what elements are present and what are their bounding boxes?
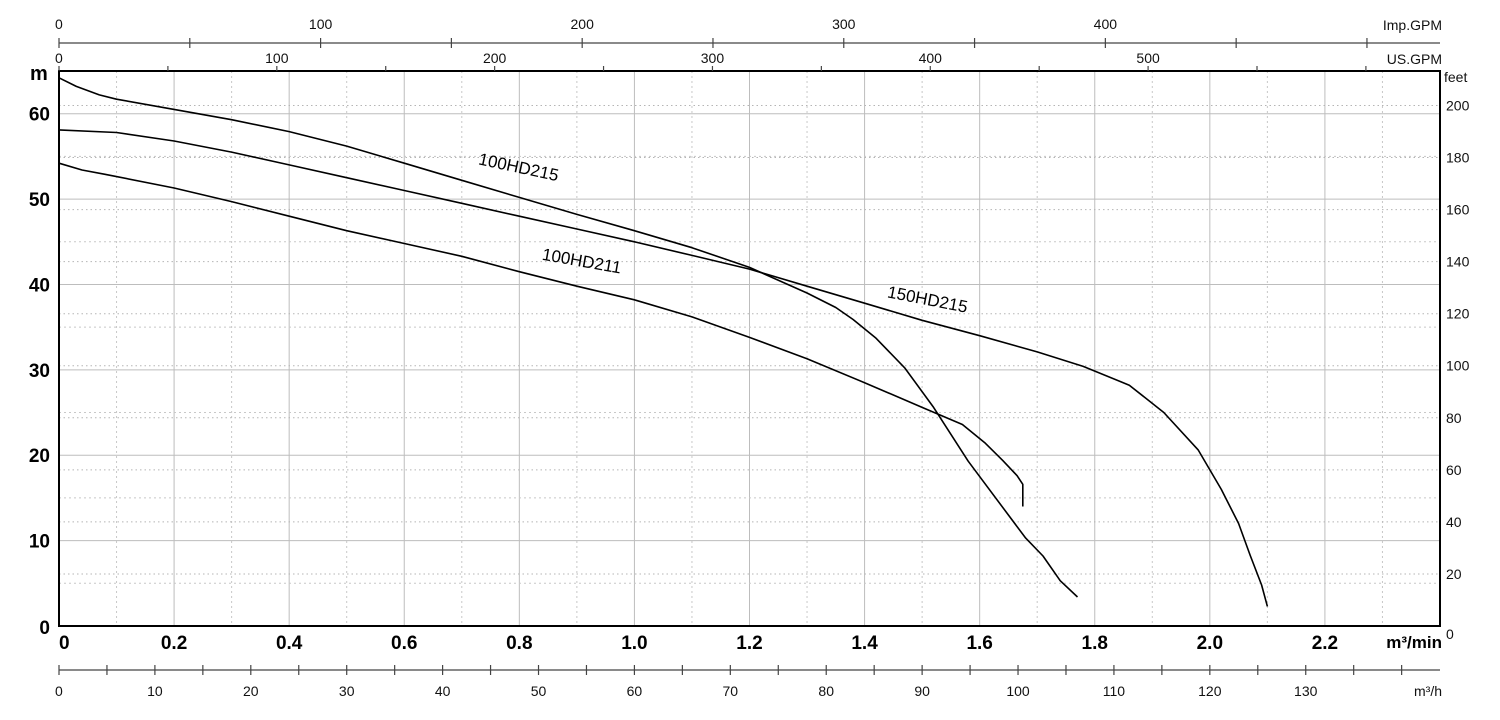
y2-tick-label: 60 bbox=[1446, 462, 1462, 478]
imp-gpm-unit-label: Imp.GPM bbox=[1383, 17, 1442, 33]
y-tick-label: 0 bbox=[39, 618, 50, 639]
us-gpm-tick-label: 400 bbox=[919, 50, 943, 66]
m3h-tick-label: 40 bbox=[435, 683, 451, 699]
series-line-100hd215 bbox=[58, 77, 1079, 598]
y-unit-label: m bbox=[30, 63, 48, 85]
series-line-100hd211 bbox=[58, 162, 1024, 507]
series-line-150hd215 bbox=[58, 129, 1269, 607]
series-label-100hd215: 100HD215 bbox=[477, 150, 560, 185]
x-tick-label: 0.8 bbox=[506, 633, 532, 654]
y-tick-label: 60 bbox=[29, 105, 50, 126]
m3h-unit-label: m³/h bbox=[1414, 683, 1442, 699]
x-tick-label: 2.0 bbox=[1197, 633, 1223, 654]
m3h-tick-label: 130 bbox=[1294, 683, 1318, 699]
y-tick-label: 30 bbox=[29, 361, 50, 382]
us-gpm-tick-label: 0 bbox=[55, 50, 63, 66]
plot-frame bbox=[58, 70, 1441, 627]
y2-tick-label: 80 bbox=[1446, 410, 1462, 426]
m3h-tick-label: 60 bbox=[627, 683, 643, 699]
m3h-tick-label: 110 bbox=[1103, 683, 1126, 699]
y2-tick-label: 160 bbox=[1446, 202, 1470, 218]
m3h-tick-label: 120 bbox=[1198, 683, 1222, 699]
ticks-layer: 0 0.2 0.4 0.6 0.8 1.0 1.2 1.4 1.6 1.8 2.0 2.2 0 10 20 3… bbox=[29, 16, 1470, 699]
m3h-tick-label: 20 bbox=[243, 683, 259, 699]
y2-tick-label: 0 bbox=[1446, 626, 1454, 642]
us-gpm-tick-label: 200 bbox=[483, 50, 507, 66]
imp-gpm-tick-label: 100 bbox=[309, 16, 333, 32]
x-tick-label: 1.2 bbox=[736, 633, 762, 654]
y2-unit-label: feet bbox=[1444, 69, 1467, 85]
units-layer: m feet Imp.GPM US.GPM m³/min m³/h bbox=[30, 17, 1467, 699]
y2-tick-label: 40 bbox=[1446, 514, 1462, 530]
y2-tick-label: 180 bbox=[1446, 150, 1470, 166]
y2-tick-label: 100 bbox=[1446, 358, 1470, 374]
y-tick-label: 20 bbox=[29, 446, 50, 467]
m3h-tick-label: 70 bbox=[723, 683, 739, 699]
us-gpm-tick-label: 100 bbox=[265, 50, 289, 66]
y-tick-label: 10 bbox=[29, 532, 50, 553]
x-tick-label: 1.6 bbox=[966, 633, 992, 654]
imp-gpm-tick-label: 200 bbox=[571, 16, 595, 32]
m3h-tick-label: 10 bbox=[147, 683, 163, 699]
m3h-tick-label: 100 bbox=[1006, 683, 1030, 699]
y2-tick-label: 120 bbox=[1446, 306, 1470, 322]
y2-tick-label: 20 bbox=[1446, 566, 1462, 582]
m3h-tick-label: 80 bbox=[818, 683, 834, 699]
x-tick-label: 0.4 bbox=[276, 633, 303, 654]
y-tick-label: 40 bbox=[29, 275, 50, 296]
series-label-100hd211: 100HD211 bbox=[541, 245, 623, 278]
grid-layer bbox=[59, 71, 1440, 626]
us-gpm-tick-label: 500 bbox=[1136, 50, 1160, 66]
imp-gpm-tick-label: 400 bbox=[1094, 16, 1118, 32]
imp-gpm-tick-label: 300 bbox=[832, 16, 856, 32]
series-label-150hd215: 150HD215 bbox=[886, 283, 969, 317]
x-tick-label: 0.6 bbox=[391, 633, 417, 654]
x-tick-label: 0.2 bbox=[161, 633, 187, 654]
x-tick-label: 1.8 bbox=[1082, 633, 1108, 654]
x-tick-label: 1.0 bbox=[621, 633, 647, 654]
m3h-tick-label: 30 bbox=[339, 683, 355, 699]
us-gpm-unit-label: US.GPM bbox=[1387, 51, 1442, 67]
m3h-tick-label: 50 bbox=[531, 683, 547, 699]
y2-tick-label: 140 bbox=[1446, 254, 1470, 270]
y-tick-label: 50 bbox=[29, 190, 50, 211]
x-tick-label: 1.4 bbox=[851, 633, 878, 654]
x-tick-label: 0 bbox=[59, 633, 70, 654]
m3h-tick-label: 90 bbox=[914, 683, 930, 699]
x-unit-label: m³/min bbox=[1386, 633, 1442, 652]
imp-gpm-tick-label: 0 bbox=[55, 16, 63, 32]
m3h-tick-label: 0 bbox=[55, 683, 63, 699]
y2-tick-label: 200 bbox=[1446, 97, 1470, 113]
x-tick-label: 2.2 bbox=[1312, 633, 1338, 654]
us-gpm-tick-label: 300 bbox=[701, 50, 725, 66]
